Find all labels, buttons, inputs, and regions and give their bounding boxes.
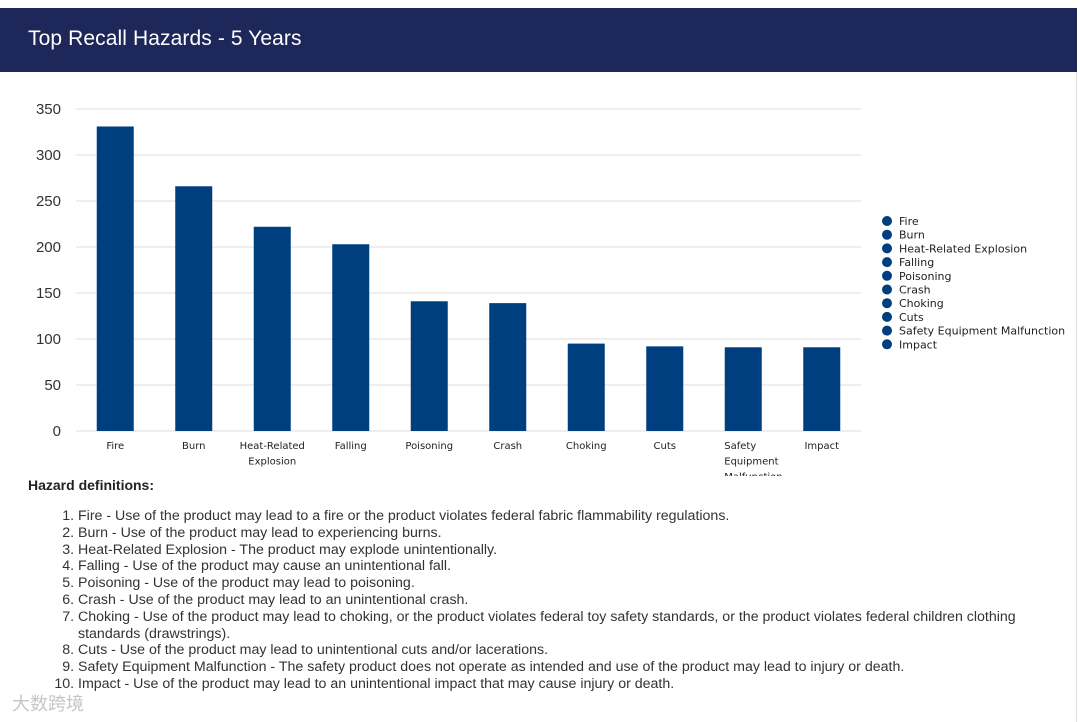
y-tick-label: 350 xyxy=(36,101,61,118)
legend-marker xyxy=(882,270,892,281)
definitions-list: Fire - Use of the product may lead to a … xyxy=(40,508,1078,693)
legend-marker xyxy=(882,298,892,309)
legend-marker xyxy=(882,243,892,254)
x-tick-label: Choking xyxy=(566,441,607,452)
legend-label: Safety Equipment Malfunction xyxy=(899,325,1065,338)
definition-item: Choking - Use of the product may lead to… xyxy=(78,609,1078,643)
legend-label: Choking xyxy=(899,297,944,310)
definition-item: Cuts - Use of the product may lead to un… xyxy=(78,642,1078,659)
chart-header: Top Recall Hazards - 5 Years xyxy=(0,8,1077,72)
y-tick-label: 50 xyxy=(44,377,61,394)
definitions-title: Hazard definitions: xyxy=(28,477,155,493)
definition-item: Impact - Use of the product may lead to … xyxy=(78,676,1078,693)
y-tick-label: 150 xyxy=(36,285,61,302)
legend-label: Crash xyxy=(899,284,931,297)
legend-marker xyxy=(882,311,892,322)
bar xyxy=(96,126,134,432)
bar xyxy=(175,186,213,431)
bar xyxy=(332,244,370,431)
x-tick-label: Poisoning xyxy=(405,441,453,452)
bar xyxy=(489,303,527,431)
legend-marker xyxy=(882,257,892,268)
definition-item: Falling - Use of the product may cause a… xyxy=(78,558,1078,575)
legend-marker xyxy=(882,325,892,336)
definition-item: Crash - Use of the product may lead to a… xyxy=(78,592,1078,609)
x-tick-label: Heat-Related Explosion xyxy=(240,441,305,468)
legend-marker xyxy=(882,339,892,350)
x-tick-label: Fire xyxy=(106,441,124,452)
legend-marker xyxy=(882,284,892,295)
bar xyxy=(646,346,684,431)
legend-label: Fire xyxy=(899,215,919,228)
x-tick-label: Crash xyxy=(493,441,522,452)
x-tick-label: Cuts xyxy=(654,441,676,452)
definition-item: Burn - Use of the product may lead to ex… xyxy=(78,525,1078,542)
x-tick-label: Falling xyxy=(335,441,367,452)
legend-label: Falling xyxy=(899,256,934,269)
definition-item: Heat-Related Explosion - The product may… xyxy=(78,542,1078,559)
bar xyxy=(724,347,762,431)
definition-item: Fire - Use of the product may lead to a … xyxy=(78,508,1078,525)
bar xyxy=(803,347,841,431)
legend-marker xyxy=(882,229,892,240)
y-tick-label: 200 xyxy=(36,239,61,256)
legend-label: Burn xyxy=(899,229,925,242)
x-tick-label: Burn xyxy=(182,441,205,452)
bar xyxy=(253,226,291,431)
legend-label: Heat-Related Explosion xyxy=(899,242,1027,255)
x-tick-label: Impact xyxy=(804,441,839,452)
legend-marker xyxy=(882,216,892,226)
definition-item: Safety Equipment Malfunction - The safet… xyxy=(78,659,1078,676)
legend-label: Impact xyxy=(899,338,938,351)
bar xyxy=(567,343,605,431)
y-tick-label: 0 xyxy=(53,423,61,440)
legend-label: Poisoning xyxy=(899,270,951,283)
y-tick-label: 100 xyxy=(36,331,61,348)
y-tick-label: 300 xyxy=(36,147,61,164)
bar xyxy=(410,301,448,431)
definition-item: Poisoning - Use of the product may lead … xyxy=(78,575,1078,592)
legend-label: Cuts xyxy=(899,311,924,324)
y-tick-label: 250 xyxy=(36,193,61,210)
page-title: Top Recall Hazards - 5 Years xyxy=(28,27,302,50)
chart-card xyxy=(0,8,1077,722)
watermark: 大数跨境 xyxy=(12,694,84,715)
